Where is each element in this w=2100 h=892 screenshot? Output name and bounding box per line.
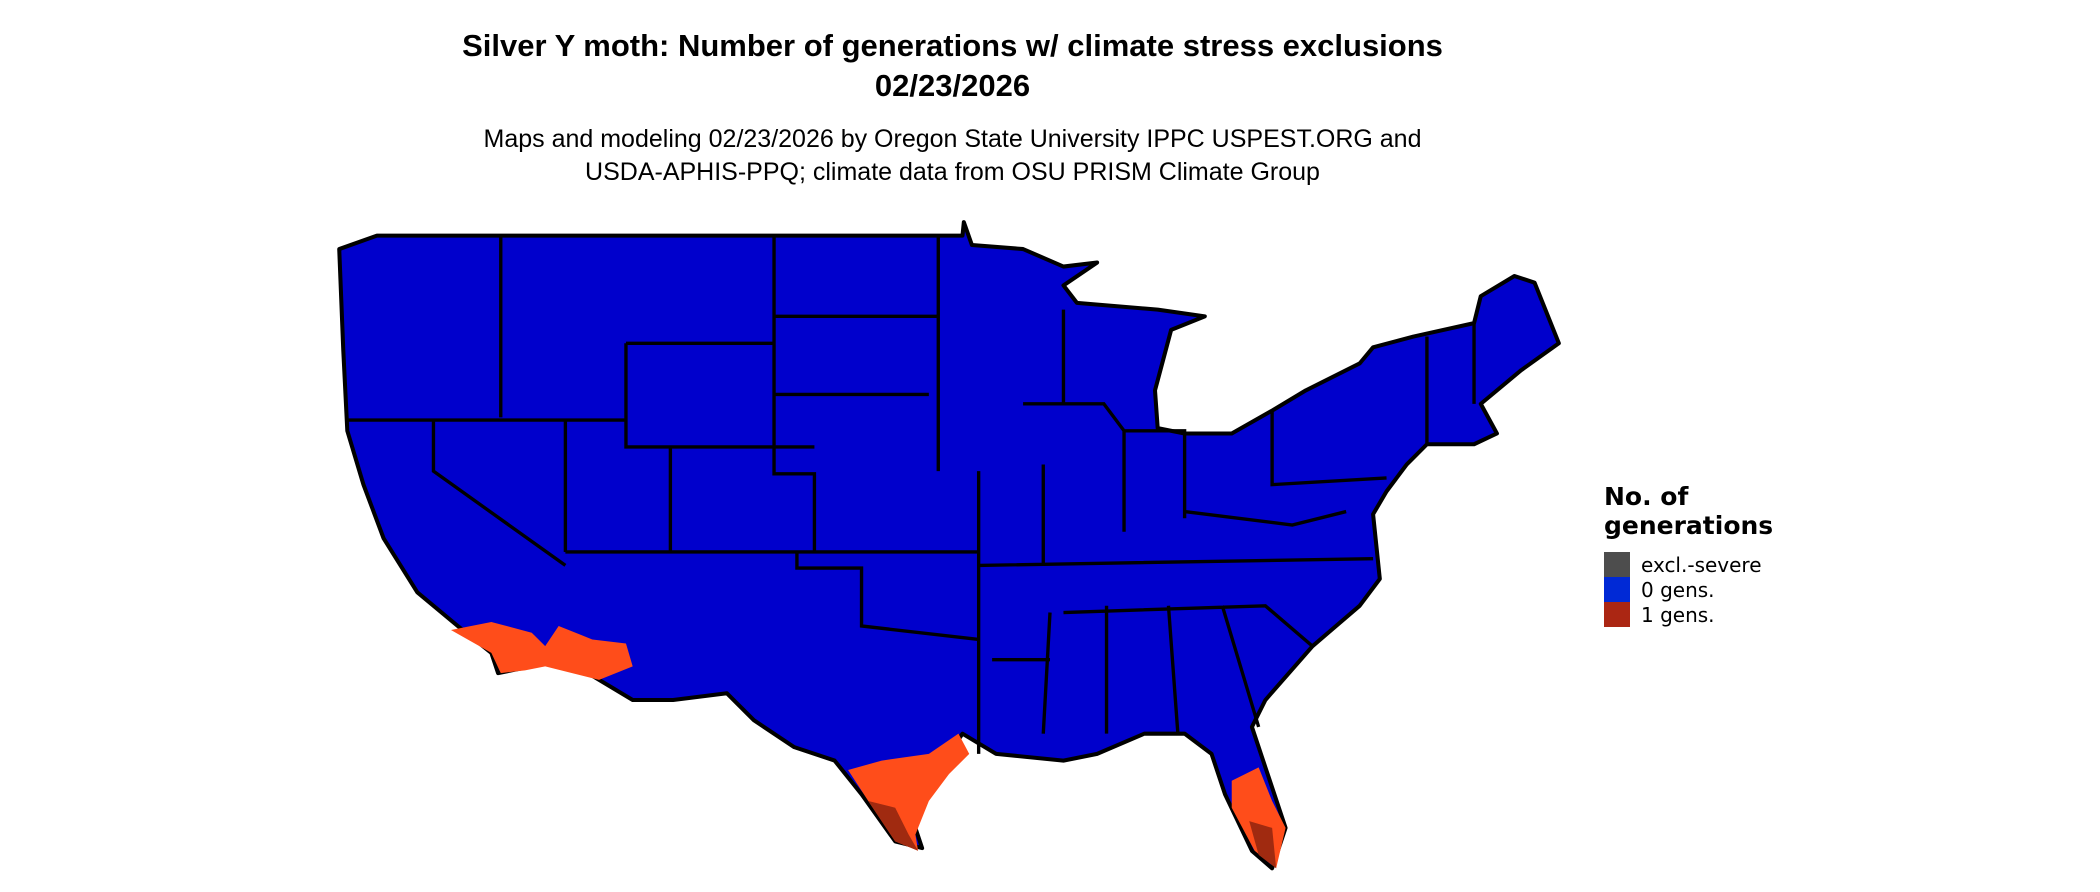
legend-item-1-gens: 1 gens. <box>1604 602 1773 627</box>
legend-swatch <box>1604 577 1630 602</box>
legend-swatch <box>1604 602 1630 627</box>
one-generation-areas <box>450 621 1286 869</box>
legend-swatch <box>1604 552 1630 577</box>
subtitle-line-1: Maps and modeling 02/23/2026 by Oregon S… <box>483 125 1422 153</box>
legend-item-0-gens: 0 gens. <box>1604 577 1773 602</box>
state-borders <box>347 235 1476 754</box>
legend-item-excl-severe: excl.-severe <box>1604 552 1773 577</box>
subtitle-line-2: USDA-APHIS-PPQ; climate data from OSU PR… <box>585 158 1320 186</box>
legend-label: 1 gens. <box>1641 602 1715 627</box>
legend-label: excl.-severe <box>1641 552 1762 577</box>
legend-label: 0 gens. <box>1641 577 1715 602</box>
legend-title-line-2: generations <box>1604 511 1774 540</box>
map-title: Silver Y moth: Number of generations w/ … <box>462 28 1443 63</box>
legend-title-line-1: No. of <box>1604 482 1689 511</box>
legend: No. of generations excl.-severe 0 gens. … <box>1604 482 1773 627</box>
map-date: 02/23/2026 <box>874 68 1031 103</box>
